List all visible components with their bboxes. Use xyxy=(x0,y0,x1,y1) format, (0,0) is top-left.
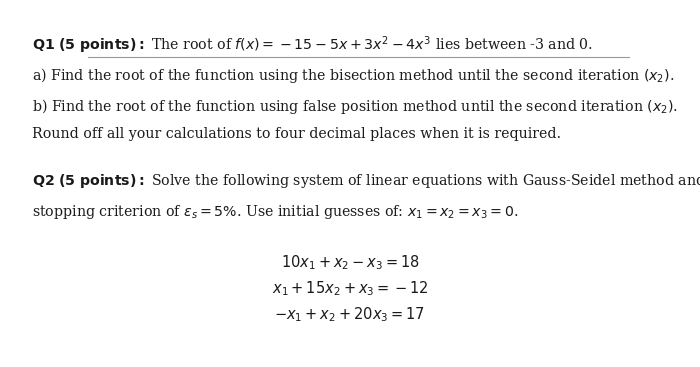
Text: $x_1 + 15x_2 + x_3 = -12$: $x_1 + 15x_2 + x_3 = -12$ xyxy=(272,279,428,298)
Text: $\mathbf{Q2\ (5\ points):}$ Solve the following system of linear equations with : $\mathbf{Q2\ (5\ points):}$ Solve the fo… xyxy=(32,172,700,190)
Text: $-x_1 + x_2 + 20x_3 = 17$: $-x_1 + x_2 + 20x_3 = 17$ xyxy=(274,305,426,324)
Text: $10x_1 + x_2 - x_3 = 18$: $10x_1 + x_2 - x_3 = 18$ xyxy=(281,253,419,272)
Text: Round off all your calculations to four decimal places when it is required.: Round off all your calculations to four … xyxy=(32,127,561,141)
Text: b) Find the root of the function using false position method until the second it: b) Find the root of the function using f… xyxy=(32,97,678,116)
Text: $\mathbf{Q1\ (5\ points):}$ The root of $f(x) = -15 - 5x + 3x^{2} - 4x^{3}$ lies: $\mathbf{Q1\ (5\ points):}$ The root of … xyxy=(32,35,593,57)
Text: a) Find the root of the function using the bisection method until the second ite: a) Find the root of the function using t… xyxy=(32,66,674,85)
Text: stopping criterion of $\varepsilon_s = 5\%$. Use initial guesses of: $x_1 = x_2 : stopping criterion of $\varepsilon_s = 5… xyxy=(32,203,518,221)
